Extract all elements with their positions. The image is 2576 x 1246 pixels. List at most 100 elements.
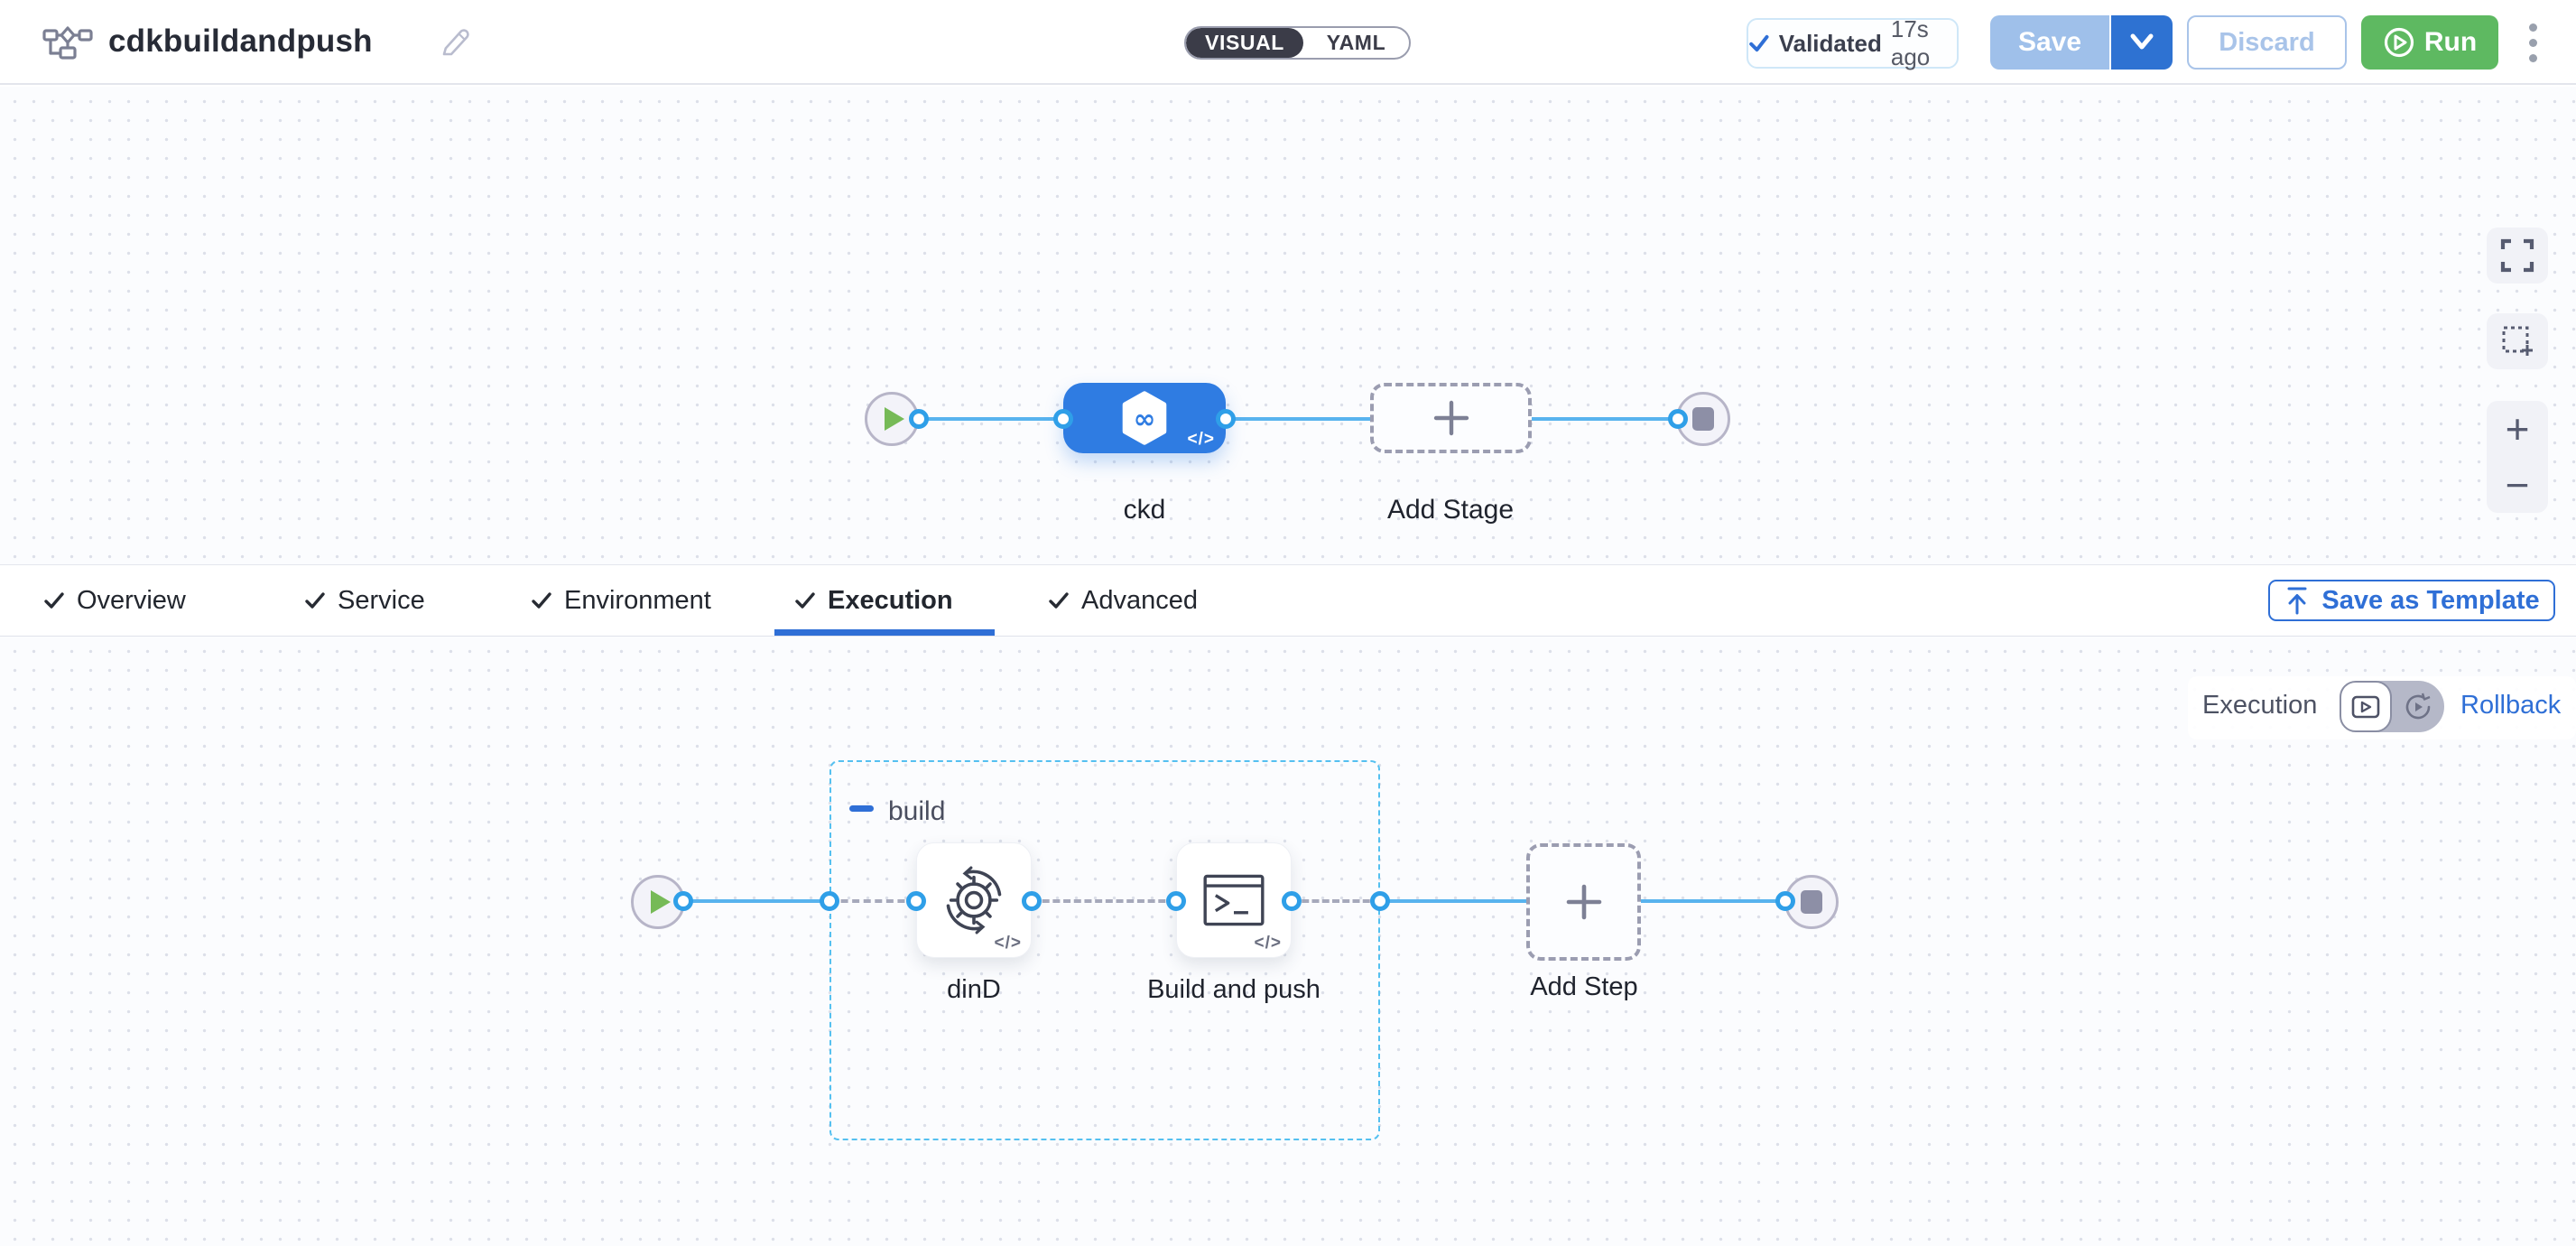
active-tab-indicator — [774, 629, 995, 636]
step-label: Build and push — [1147, 975, 1320, 1004]
step-group-build[interactable] — [829, 760, 1380, 1140]
stage-code-badge: </> — [1187, 430, 1215, 449]
tab-overview[interactable]: Overview — [43, 565, 186, 636]
add-stage-label: Add Stage — [1386, 495, 1515, 525]
node-port — [1370, 891, 1390, 911]
edit-title-icon[interactable] — [437, 24, 471, 59]
execution-canvas[interactable]: Execution Rollback build — [0, 637, 2576, 1246]
multi-select-button[interactable] — [2487, 313, 2548, 369]
node-port — [1216, 409, 1236, 429]
tab-advanced[interactable]: Advanced — [1048, 565, 1198, 636]
node-port — [1282, 891, 1302, 911]
add-step-button[interactable] — [1526, 843, 1641, 961]
stage-node-ckd[interactable]: ∞ </> — [1063, 383, 1226, 453]
dashed-connector — [829, 899, 916, 903]
execution-mode-label: Execution — [2202, 691, 2318, 720]
rollback-icon — [2405, 693, 2431, 719]
pipeline-icon — [42, 26, 93, 60]
fullscreen-icon — [2500, 238, 2534, 273]
tab-label: Environment — [564, 585, 711, 615]
validation-status: Validated — [1778, 29, 1882, 57]
run-button[interactable]: Run — [2361, 15, 2498, 70]
dashed-connector — [1292, 899, 1380, 903]
svg-text:∞: ∞ — [1134, 404, 1156, 435]
tab-label: Execution — [828, 585, 953, 615]
node-port — [1775, 891, 1795, 911]
execution-view-button[interactable] — [2340, 681, 2392, 732]
step-node-dind[interactable]: </> — [916, 842, 1032, 958]
tab-label: Overview — [77, 585, 186, 615]
node-port — [906, 891, 926, 911]
more-options-button[interactable] — [2513, 13, 2553, 72]
node-port — [1022, 891, 1042, 911]
tab-check-icon — [795, 592, 815, 609]
check-icon — [1749, 34, 1769, 52]
step-code-badge: </> — [1254, 934, 1282, 953]
save-button[interactable]: Save — [1990, 15, 2109, 70]
toggle-visual[interactable]: VISUAL — [1186, 28, 1303, 58]
template-upload-icon — [2287, 587, 2307, 615]
discard-button[interactable]: Discard — [2187, 15, 2347, 70]
collapse-group-button[interactable] — [849, 805, 874, 812]
plus-icon — [1433, 400, 1469, 436]
node-port — [1668, 409, 1688, 429]
run-label: Run — [2423, 27, 2478, 57]
tab-label: Advanced — [1081, 585, 1198, 615]
node-port — [673, 891, 693, 911]
run-play-icon — [2384, 27, 2414, 58]
save-menu-button[interactable] — [2109, 15, 2173, 70]
stage-tab-bar: Overview Service Environment Execution A… — [0, 564, 2576, 637]
node-port — [1166, 891, 1186, 911]
fullscreen-button[interactable] — [2487, 228, 2548, 284]
rollback-link[interactable]: Rollback — [2460, 691, 2562, 720]
tab-execution[interactable]: Execution — [794, 565, 953, 636]
save-as-template-label: Save as Template — [2321, 585, 2540, 615]
add-stage-button[interactable] — [1370, 383, 1532, 453]
execution-rollback-toggle — [2340, 681, 2444, 732]
service-gear-icon — [946, 866, 1002, 934]
node-port — [909, 409, 929, 429]
validation-time: 17s ago — [1890, 15, 1931, 70]
tab-environment[interactable]: Environment — [531, 565, 711, 636]
toggle-yaml[interactable]: YAML — [1326, 31, 1386, 54]
zoom-in-button[interactable]: + — [2505, 405, 2530, 452]
save-split-button: Save — [1990, 15, 2173, 70]
tab-check-icon — [1049, 592, 1069, 609]
node-port — [1053, 409, 1073, 429]
page-title: cdkbuildandpush — [108, 23, 373, 59]
group-label: build — [888, 796, 946, 826]
step-label: dinD — [947, 975, 1001, 1004]
marquee-select-icon — [2502, 326, 2533, 356]
header: cdkbuildandpush VISUAL YAML Validated 17… — [0, 0, 2576, 85]
start-play-icon — [885, 407, 904, 431]
ci-hexagon-icon: ∞ — [1122, 391, 1167, 445]
visual-yaml-toggle: VISUAL YAML — [1184, 26, 1411, 60]
save-as-template-button[interactable]: Save as Template — [2268, 580, 2555, 621]
stop-icon — [1692, 407, 1714, 431]
chevron-down-icon — [2130, 33, 2154, 50]
connector-line — [919, 417, 1064, 421]
rollback-view-button[interactable] — [2392, 681, 2444, 732]
tab-check-icon — [305, 592, 325, 609]
connector-line — [683, 899, 829, 903]
step-code-badge: </> — [994, 934, 1022, 953]
step-node-build-and-push[interactable]: </> — [1176, 842, 1292, 958]
dashed-connector — [1032, 899, 1176, 903]
tab-check-icon — [532, 592, 551, 609]
pipeline-end-node — [1676, 392, 1730, 446]
start-play-icon — [651, 890, 671, 914]
terminal-icon — [1203, 874, 1265, 926]
zoom-controls: + − — [2487, 401, 2548, 513]
zoom-out-button[interactable]: − — [2505, 461, 2530, 508]
tab-check-icon — [44, 592, 64, 609]
play-box-icon — [2351, 695, 2380, 718]
stop-icon — [1801, 890, 1822, 914]
tab-label: Service — [338, 585, 425, 615]
stage-label: ckd — [1123, 495, 1166, 525]
stage-canvas[interactable]: ∞ </> ckd Add Stage — [0, 87, 2576, 564]
add-step-label: Add Step — [1530, 972, 1638, 1001]
plus-icon — [1566, 884, 1601, 920]
tab-service[interactable]: Service — [304, 565, 425, 636]
validation-badge[interactable]: Validated 17s ago — [1747, 15, 1959, 70]
